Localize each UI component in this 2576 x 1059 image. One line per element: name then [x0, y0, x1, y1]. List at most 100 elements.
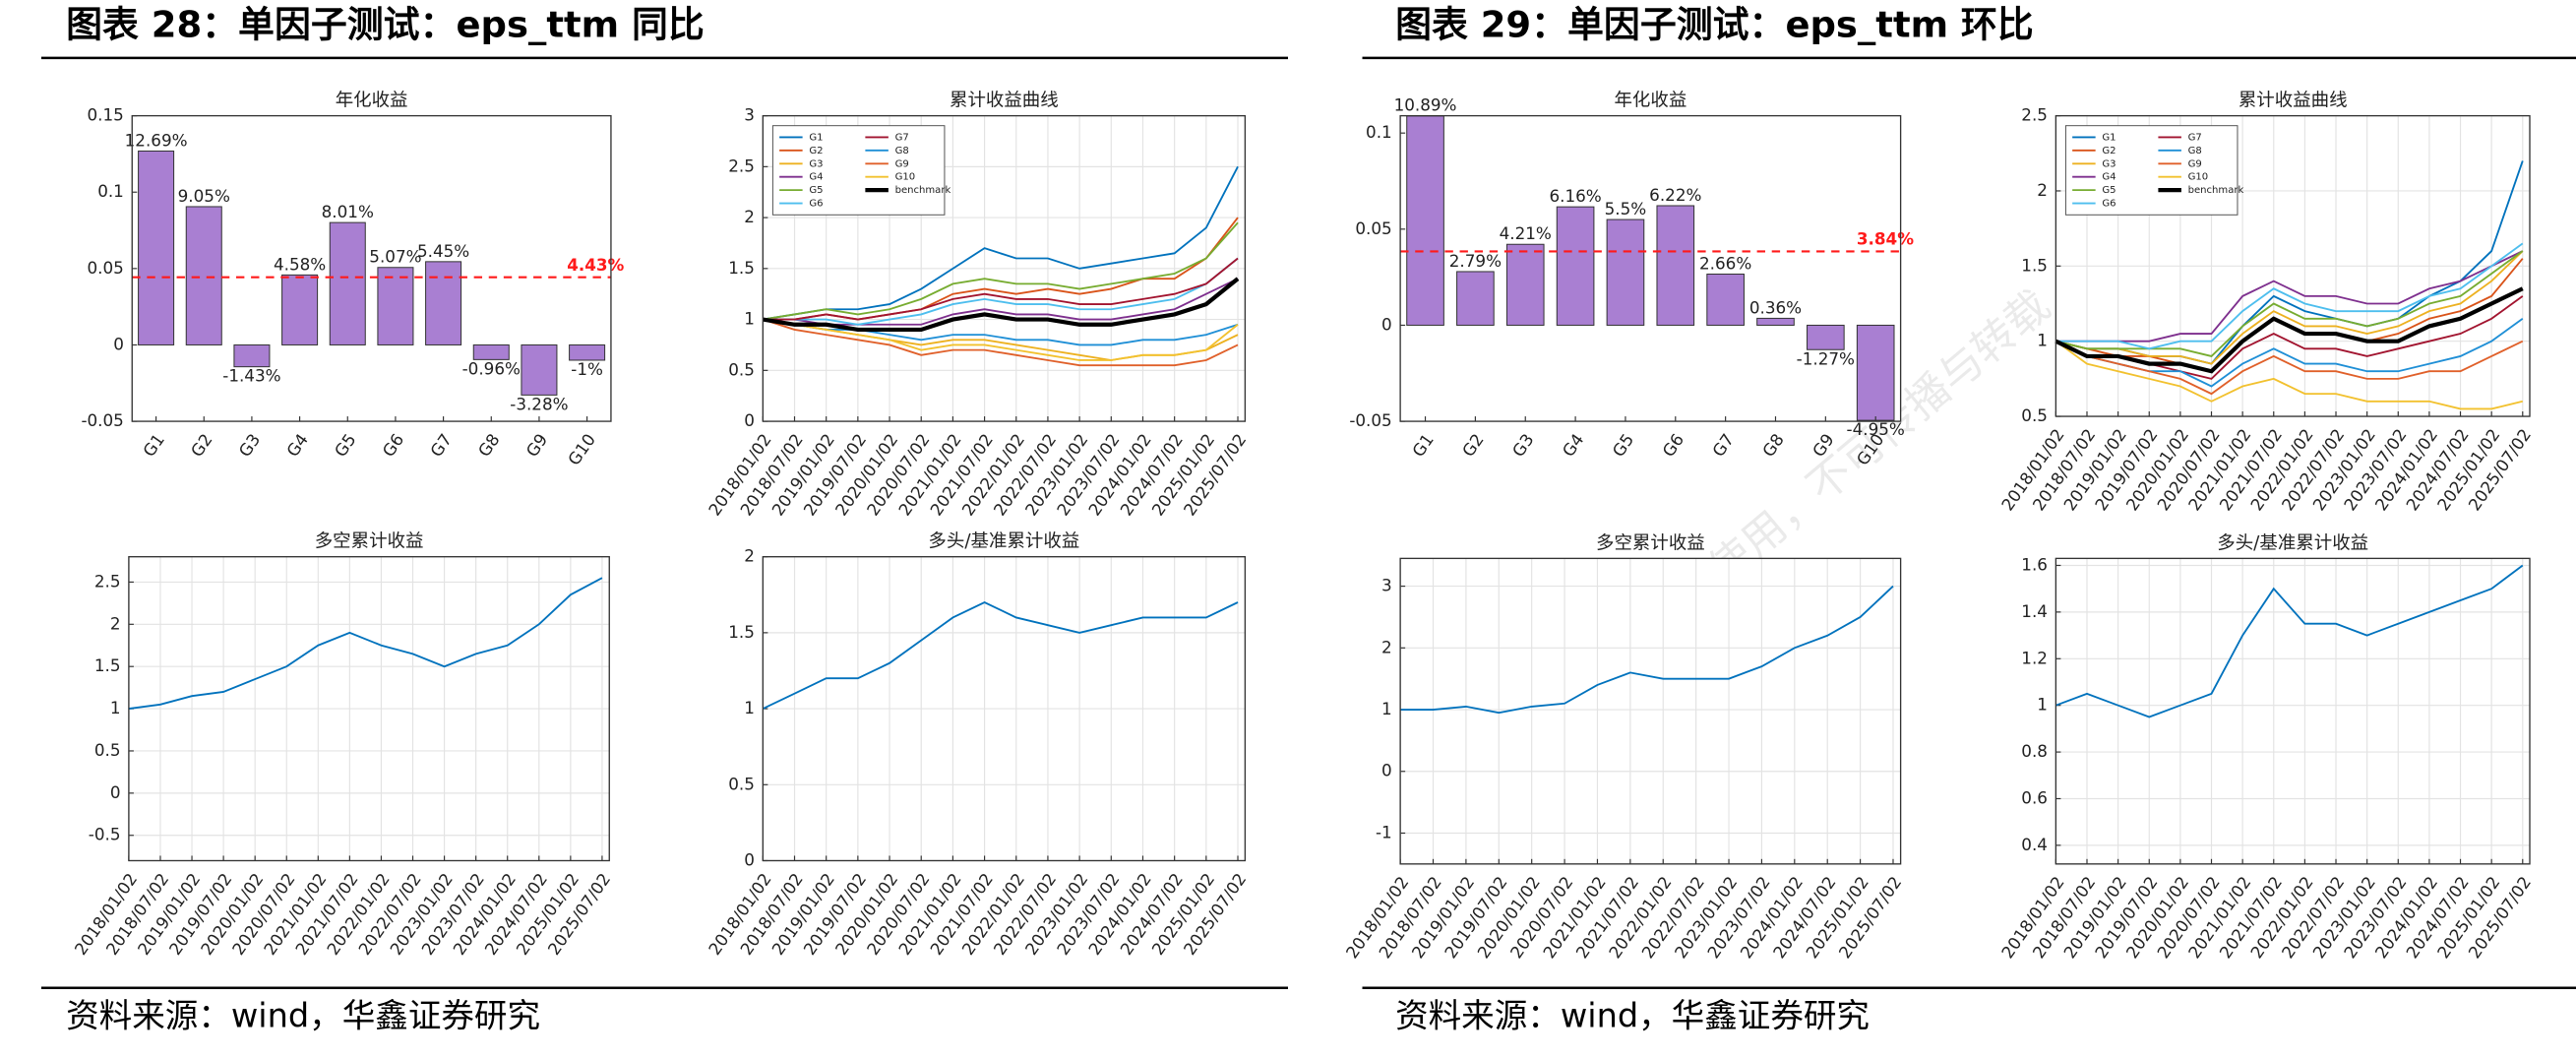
value-label: 6.16%	[1549, 186, 1601, 206]
series-line	[763, 165, 1239, 321]
bar	[377, 267, 414, 345]
y-tick-label: 0	[1381, 761, 1392, 780]
plot-area	[1400, 115, 1901, 422]
y-tick-label: 0.4	[2021, 835, 2048, 854]
bar	[1505, 243, 1545, 326]
chart-title: 累计收益曲线	[950, 91, 1059, 111]
y-tick-label: 0	[113, 334, 124, 353]
legend-label: G4	[809, 172, 823, 183]
legend-label: G6	[2102, 199, 2116, 210]
bar	[1656, 205, 1695, 326]
y-tick-label: 2	[2037, 180, 2048, 200]
value-label: -4.95%	[1847, 419, 1905, 439]
chart-title: 年化收益	[1614, 91, 1687, 111]
axes-frame	[1399, 114, 1902, 422]
source-note: 资料来源：wind，华鑫证券研究	[1395, 996, 1870, 1034]
y-tick-label: 2	[744, 207, 755, 226]
series-line	[2055, 250, 2524, 357]
figure-title: 图表 29：单因子测试：eps_ttm 环比	[1395, 3, 2034, 45]
axes-frame	[2055, 114, 2531, 417]
series-line	[2055, 340, 2524, 396]
y-tick-label: 0.05	[88, 258, 124, 278]
chart-title: 多空累计收益	[315, 531, 424, 552]
series-line	[2055, 286, 2524, 374]
series-line	[763, 257, 1239, 326]
chart-title: 年化收益	[336, 91, 408, 111]
y-tick-label: 2.5	[94, 571, 121, 591]
axes-frame	[762, 556, 1247, 862]
chart-title: 累计收益曲线	[2239, 91, 2348, 111]
y-tick-label: 0.1	[97, 181, 124, 201]
value-label: -3.28%	[510, 394, 568, 413]
value-label: 12.69%	[125, 130, 188, 150]
bar	[185, 206, 222, 345]
series-line	[762, 277, 1240, 333]
bar	[1606, 218, 1645, 326]
legend-label: G5	[2102, 185, 2116, 196]
bar	[233, 343, 271, 368]
chart-title: 多头/基准累计收益	[928, 531, 1079, 552]
bar	[1856, 324, 1895, 421]
y-tick-label: -0.05	[1349, 410, 1391, 430]
axes-frame	[131, 114, 612, 422]
series-line	[128, 577, 603, 711]
axes-frame	[1399, 557, 1902, 865]
legend-label: G6	[809, 199, 823, 210]
bar	[329, 221, 366, 345]
bar	[1807, 324, 1845, 350]
bar	[472, 343, 510, 360]
y-tick-label: 0	[110, 782, 121, 802]
y-tick-label: 1	[744, 698, 755, 717]
legend-label: G10	[895, 172, 916, 183]
series-line	[763, 318, 1239, 346]
y-tick-label: 0.05	[1355, 218, 1391, 238]
legend-label: G5	[809, 185, 823, 196]
reference-label: 3.84%	[1857, 229, 1914, 249]
bar	[521, 343, 558, 396]
value-label: -1.43%	[222, 366, 280, 386]
value-label: 10.89%	[1394, 95, 1457, 115]
y-tick-label: 1	[1381, 699, 1392, 718]
legend-box	[2064, 125, 2239, 216]
series-line	[762, 600, 1239, 710]
bar	[281, 274, 319, 345]
y-tick-label: 0.5	[94, 740, 121, 760]
series-line	[763, 318, 1239, 361]
axes-frame	[128, 556, 610, 862]
series-line	[2055, 564, 2524, 718]
bar	[569, 343, 606, 361]
value-label: 5.5%	[1605, 199, 1647, 218]
series-line	[2055, 242, 2524, 350]
bar	[1456, 271, 1495, 326]
bar	[1706, 274, 1745, 326]
legend-label: G7	[895, 132, 909, 143]
legend-label: G10	[2188, 172, 2209, 183]
y-tick-label: 2	[744, 546, 755, 566]
legend-label: benchmark	[2188, 185, 2244, 196]
series-line	[2055, 340, 2523, 410]
y-tick-label: 1.5	[94, 655, 121, 675]
value-label: -0.96%	[462, 358, 521, 378]
chart-title: 多空累计收益	[1596, 532, 1705, 553]
bar	[1556, 206, 1595, 326]
legend-label: G1	[809, 132, 823, 143]
y-tick-label: 1.6	[2021, 554, 2048, 574]
y-tick-label: 1.2	[2021, 648, 2048, 667]
legend-label: G2	[2102, 146, 2116, 156]
y-tick-label: 0.1	[1366, 122, 1392, 142]
value-label: 9.05%	[178, 186, 230, 206]
figure-title: 图表 28：单因子测试：eps_ttm 同比	[66, 3, 705, 45]
series-line	[763, 318, 1239, 367]
legend-label: G8	[895, 146, 909, 156]
bar	[425, 261, 462, 345]
value-label: -1.27%	[1797, 348, 1855, 368]
plot-area	[1400, 558, 1901, 864]
y-tick-label: -0.5	[89, 825, 121, 844]
y-tick-label: 1.4	[2021, 601, 2048, 621]
y-tick-label: 2.5	[728, 156, 755, 175]
legend-label: benchmark	[895, 185, 951, 196]
y-tick-label: 3	[744, 105, 755, 125]
legend-label: G3	[809, 158, 823, 169]
y-tick-label: 1.5	[728, 258, 755, 278]
